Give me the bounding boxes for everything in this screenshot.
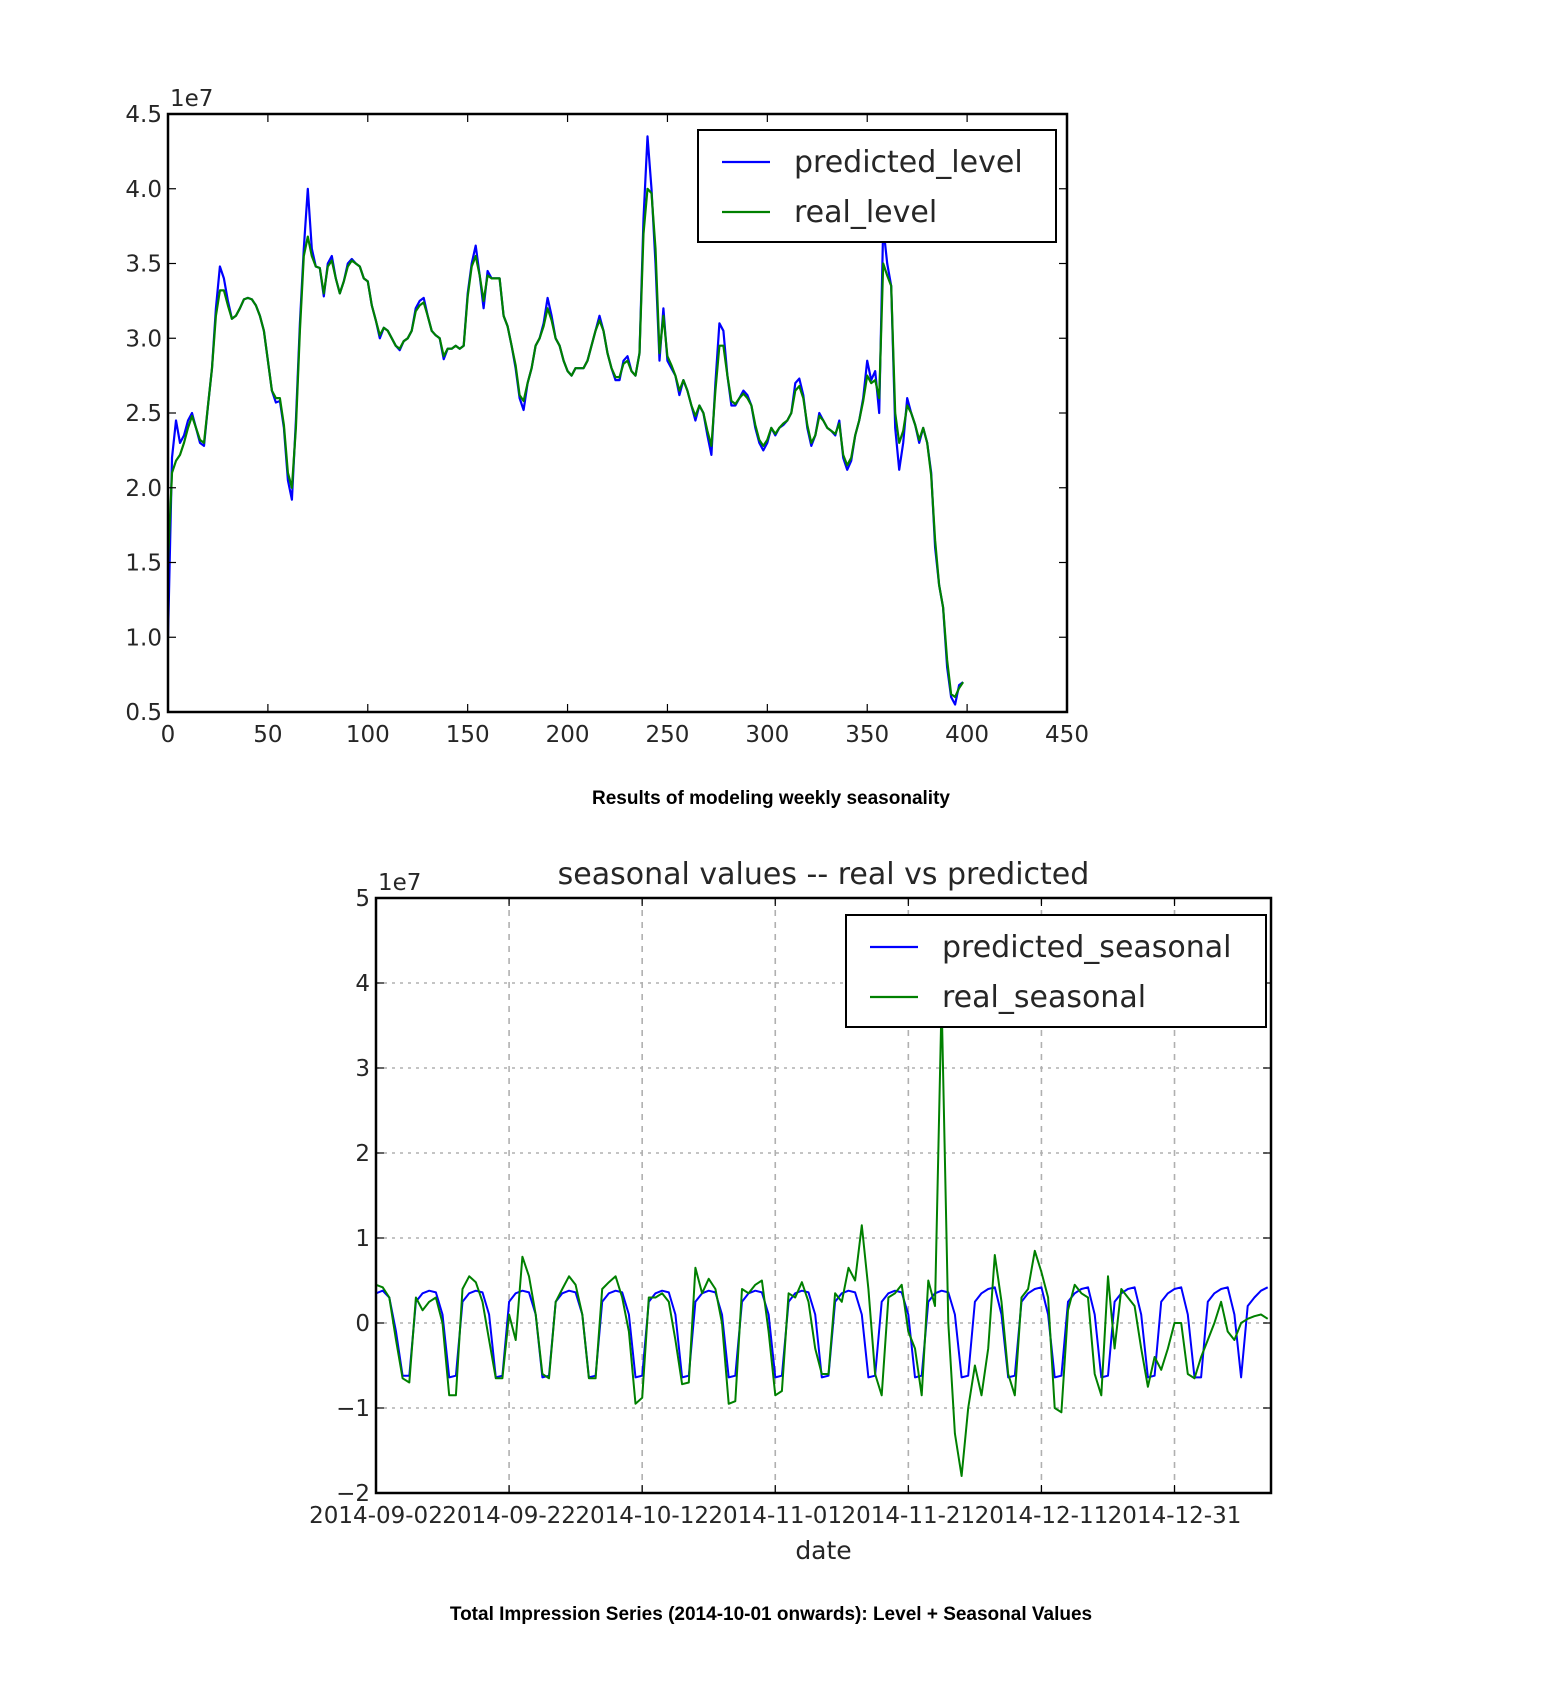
x-tick-label: 50 [253, 722, 282, 748]
x-tick-label: 200 [546, 722, 590, 748]
axis-offset-text: 1e7 [378, 870, 421, 896]
x-tick-label: 2014-09-02 [309, 1503, 443, 1529]
legend-label: predicted_level [794, 145, 1023, 180]
y-tick-label: 0.5 [125, 700, 162, 726]
y-tick-label: −2 [336, 1481, 370, 1507]
x-tick-label: 2014-12-11 [975, 1503, 1109, 1529]
y-tick-label: 4.5 [125, 102, 162, 128]
y-tick-label: 5 [355, 886, 370, 912]
x-tick-label: 2014-11-01 [708, 1503, 842, 1529]
bottom-figure-caption: Total Impression Series (2014-10-01 onwa… [449, 1604, 1093, 1625]
y-tick-label: 3.0 [125, 326, 162, 352]
x-tick-label: 250 [645, 722, 689, 748]
y-tick-label: 2 [355, 1141, 370, 1167]
y-tick-label: 1.0 [125, 625, 162, 651]
axes-frame [374, 896, 1273, 1495]
x-tick-label: 2014-11-21 [842, 1503, 976, 1529]
series-line-real-seasonal [376, 999, 1269, 1477]
x-tick-label: 450 [1045, 722, 1089, 748]
x-tick-label: 2014-12-31 [1108, 1503, 1242, 1529]
x-tick-label: 150 [446, 722, 490, 748]
series-line-real-level [168, 187, 965, 699]
y-tick-label: 1 [355, 1226, 370, 1252]
y-tick-label: 4 [355, 971, 370, 997]
x-tick-label: 2014-10-12 [575, 1503, 709, 1529]
level-chart: 0.5 1.0 1.5 2.0 2.5 3.0 3.5 4.0 4.5 0 50 100 150 200 2… [125, 86, 1089, 748]
legend-label: predicted_seasonal [942, 930, 1232, 965]
axis-offset-text: 1e7 [170, 86, 213, 112]
y-tick-label: 2.0 [125, 476, 162, 502]
x-axis-title: date [795, 1536, 851, 1565]
chart-title: seasonal values -- real vs predicted [558, 857, 1090, 892]
y-tick-label: 3 [355, 1056, 370, 1082]
x-tick-label: 0 [161, 722, 176, 748]
series-line-predicted-seasonal [376, 1286, 1269, 1379]
x-tick-label: 100 [346, 722, 390, 748]
legend: predicted_level real_level [697, 129, 1057, 243]
legend-label: real_level [794, 195, 937, 230]
y-tick-label: 0 [355, 1311, 370, 1337]
y-tick-label: 1.5 [125, 551, 162, 577]
legend: predicted_seasonal real_seasonal [845, 914, 1267, 1028]
y-tick-label: 4.0 [125, 177, 162, 203]
legend-label: real_seasonal [942, 980, 1146, 1015]
y-tick-label: −1 [336, 1396, 370, 1422]
x-tick-label: 350 [845, 722, 889, 748]
x-tick-label: 400 [945, 722, 989, 748]
x-tick-label: 2014-09-22 [442, 1503, 576, 1529]
y-tick-label: 3.5 [125, 252, 162, 278]
seasonal-chart: −2 −1 0 1 2 3 4 5 2014-09-02 2014-09-22 2014-10-12… [309, 857, 1273, 1565]
x-tick-label: 300 [745, 722, 789, 748]
top-figure-caption: Results of modeling weekly seasonality [592, 788, 950, 809]
y-tick-label: 2.5 [125, 401, 162, 427]
